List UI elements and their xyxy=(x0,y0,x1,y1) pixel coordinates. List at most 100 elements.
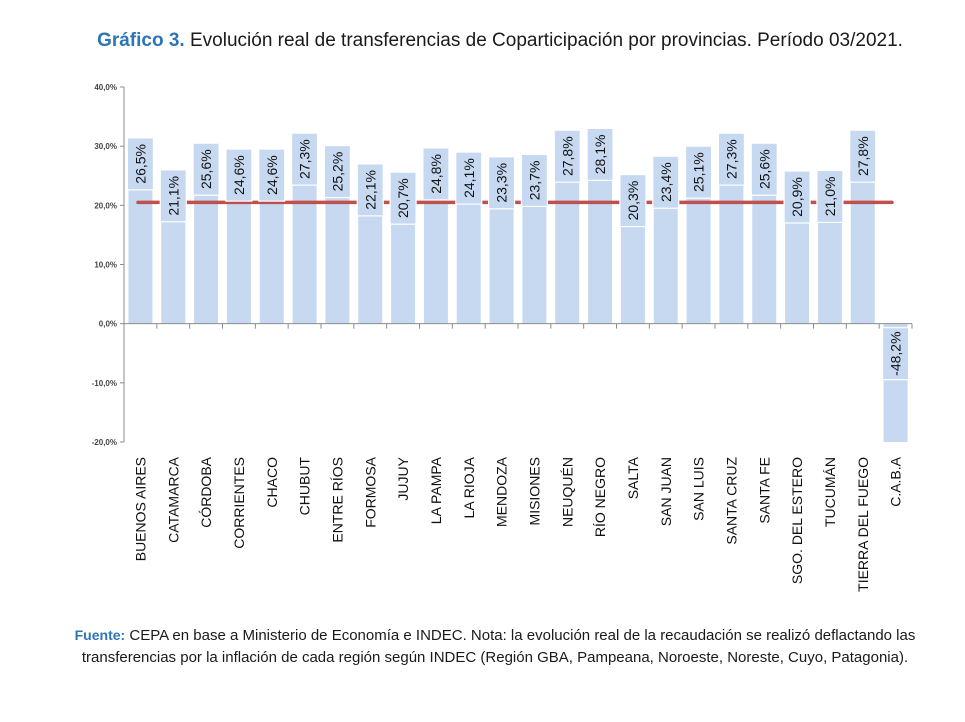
data-label-text: 25,1% xyxy=(691,152,707,192)
data-label-text: 23,7% xyxy=(526,161,542,201)
data-label: 24,6% xyxy=(225,148,253,202)
data-label: 23,3% xyxy=(487,156,516,210)
data-label-box xyxy=(192,142,220,196)
data-label-box xyxy=(816,169,844,224)
bar xyxy=(686,175,711,324)
data-label: 20,3% xyxy=(619,173,647,228)
category-label: SALTA xyxy=(625,456,641,499)
chart-title-text: Evolución real de transferencias de Copa… xyxy=(190,30,903,51)
category-label: SANTA FE xyxy=(756,457,772,524)
bar xyxy=(752,172,777,324)
data-label: 27,8% xyxy=(553,129,581,183)
data-label-box xyxy=(290,132,319,186)
data-label-box xyxy=(553,129,581,183)
data-label: 27,8% xyxy=(849,129,877,183)
data-label: 21,1% xyxy=(159,169,187,223)
bar xyxy=(325,174,350,324)
data-label-text: 20,7% xyxy=(395,178,411,218)
bar xyxy=(128,166,153,324)
bar xyxy=(456,181,481,324)
y-tick-label: 10,0% xyxy=(94,261,117,270)
category-label: CÓRDOBA xyxy=(198,456,214,527)
data-label: 28,1% xyxy=(586,127,614,182)
data-label: 21,0% xyxy=(816,169,844,224)
chart-title-lead: Gráfico 3. xyxy=(97,30,185,51)
y-tick-label: -10,0% xyxy=(92,379,117,388)
data-label-text: 24,1% xyxy=(461,158,477,198)
data-label-box xyxy=(389,171,417,225)
data-label-box xyxy=(258,148,286,202)
data-label-box xyxy=(684,145,713,199)
category-label: BUENOS AIRES xyxy=(132,457,148,561)
data-label-text: 23,4% xyxy=(658,162,674,202)
category-label: LA PAMPA xyxy=(428,456,444,524)
category-labels-layer: BUENOS AIRES CATAMARCA CÓRDOBA CORRIENTES CH… xyxy=(132,456,903,592)
data-label-text: 27,3% xyxy=(723,139,739,179)
data-label-text: 25,6% xyxy=(198,149,214,189)
data-label: 25,1% xyxy=(684,145,713,199)
data-label-text: 25,2% xyxy=(329,152,345,192)
category-label: CORRIENTES xyxy=(231,457,247,549)
data-label-box xyxy=(586,127,614,182)
data-label: 24,1% xyxy=(455,151,483,205)
data-label: 20,9% xyxy=(783,170,811,224)
source-note-lead: Fuente: xyxy=(74,627,126,643)
category-label: SGO. DEL ESTERO xyxy=(789,457,805,584)
bar xyxy=(850,159,875,324)
category-label: CATAMARCA xyxy=(165,456,181,542)
data-label-text: 20,9% xyxy=(789,177,805,217)
data-label: 25,6% xyxy=(750,142,778,196)
category-label: SANTA CRUZ xyxy=(723,457,739,545)
data-label: 27,3% xyxy=(717,132,746,186)
data-label: 20,7% xyxy=(389,171,417,225)
data-label: -48,2% xyxy=(881,327,910,381)
category-label: NEUQUÉN xyxy=(559,457,575,527)
data-label-box xyxy=(422,147,450,201)
bar xyxy=(555,159,580,324)
data-label-text: 27,3% xyxy=(297,139,313,179)
category-label: TIERRA DEL FUEGO xyxy=(855,457,871,592)
data-label-box xyxy=(126,137,155,191)
data-label-box xyxy=(750,142,778,196)
data-labels-layer: 26,5% 21,1% 25,6% 24,6% 24,6% 27,3% 25,2% 22,1%… xyxy=(126,127,910,381)
bar-chart: -20,0% -10,0% 0,0% 10,0% 20,0% 30,0% 40,0% 26,… xyxy=(92,83,913,592)
y-tick-label: 20,0% xyxy=(94,201,117,210)
data-label: 24,8% xyxy=(422,147,450,201)
category-label: FORMOSA xyxy=(362,456,378,527)
category-label: C.A.B.A xyxy=(888,456,904,506)
y-tick-label: 40,0% xyxy=(94,83,117,92)
category-label: CHUBUT xyxy=(297,457,313,516)
data-label: 26,5% xyxy=(126,137,155,191)
category-label: ENTRE RÍOS xyxy=(329,457,345,543)
category-label: MISIONES xyxy=(526,457,542,525)
source-note-text: CEPA en base a Ministerio de Economía e … xyxy=(81,627,916,666)
data-label-text: 27,8% xyxy=(855,136,871,176)
data-label: 27,3% xyxy=(290,132,319,186)
data-label-box xyxy=(455,151,483,205)
data-label: 22,1% xyxy=(356,163,384,217)
category-label: TUCUMÁN xyxy=(822,457,838,527)
data-label-text: 21,1% xyxy=(165,176,181,216)
data-label: 24,6% xyxy=(258,148,286,202)
data-label-box xyxy=(619,173,647,228)
data-label-box xyxy=(159,169,187,223)
axis-layer: -20,0% -10,0% 0,0% 10,0% 20,0% 30,0% 40,0% xyxy=(92,83,913,447)
bar xyxy=(719,162,744,324)
data-label-box xyxy=(717,132,746,186)
data-label: 23,7% xyxy=(520,153,549,208)
data-label-box xyxy=(356,163,384,217)
category-label: SAN LUIS xyxy=(691,457,707,521)
data-label-box xyxy=(849,129,877,183)
data-label-text: 25,6% xyxy=(756,149,772,189)
data-label-text: 24,6% xyxy=(264,155,280,195)
y-tick-label: 30,0% xyxy=(94,142,117,151)
data-label-box xyxy=(881,327,910,381)
data-label-box xyxy=(323,144,352,199)
category-label: CHACO xyxy=(264,457,280,508)
bar xyxy=(194,172,219,324)
data-label-text: 28,1% xyxy=(592,135,608,175)
data-label-box xyxy=(487,156,516,210)
data-label-box xyxy=(225,148,253,202)
category-label: LA RIOJA xyxy=(461,456,477,518)
data-label: 25,6% xyxy=(192,142,220,196)
